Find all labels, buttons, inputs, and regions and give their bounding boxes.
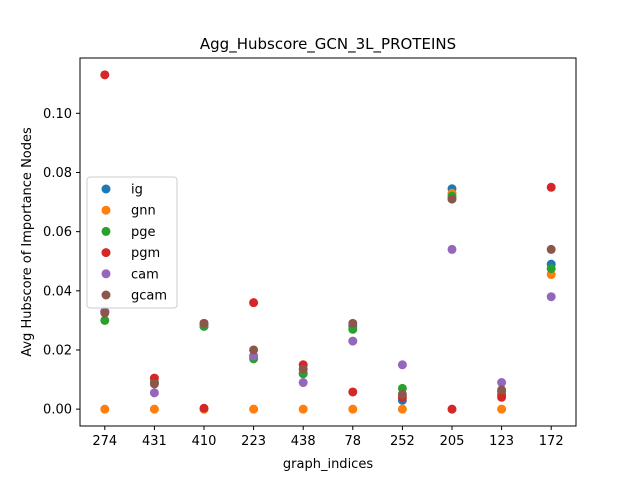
y-tick-label: 0.06 [43,225,72,240]
plot-area [100,70,556,414]
data-point-gcam [298,364,308,374]
data-point-gcam [447,194,457,204]
x-axis-title: graph_indices [283,457,373,472]
y-tick-label: 0.08 [43,166,72,181]
legend-label-cam: cam [131,267,159,282]
legend-marker-pge [101,226,111,236]
data-point-cam [149,388,159,398]
y-tick-label: 0.04 [43,284,72,299]
data-point-gcam [199,318,209,328]
data-point-gnn [298,404,308,414]
legend-label-pge: pge [131,225,156,240]
data-point-gnn [249,404,259,414]
x-tick-label: 252 [390,434,415,449]
x-tick-label: 205 [440,434,465,449]
x-tick-label: 438 [291,434,316,449]
y-axis-title: Avg Hubscore of Importance Nodes [20,127,35,357]
data-point-gnn [348,404,358,414]
legend: ig gnn pge pgm cam gcam [86,176,178,309]
legend-marker-gnn [101,205,111,215]
data-point-pgm [497,392,507,402]
data-point-gnn [397,404,407,414]
data-point-pgm [348,387,358,397]
data-point-gcam [249,345,259,355]
data-point-pgm [199,403,209,413]
x-tick-label: 431 [142,434,167,449]
x-tick-label: 223 [241,434,266,449]
data-point-gnn [100,404,110,414]
data-point-cam [497,378,507,388]
data-point-pge [100,315,110,325]
legend-marker-gcam [101,290,111,300]
data-point-gcam [397,389,407,399]
x-tick-label: 78 [345,434,362,449]
legend-marker-ig [101,184,111,194]
axes-frame [79,57,577,427]
x-tick-label: 410 [192,434,217,449]
chart-title: Agg_Hubscore_GCN_3L_PROTEINS [200,35,456,54]
x-tick-label: 172 [539,434,564,449]
legend-label-gcam: gcam [131,289,167,304]
data-point-cam [447,244,457,254]
data-point-pge [546,264,556,274]
data-point-cam [546,292,556,302]
data-point-gcam [348,318,358,328]
y-tick-label: 0.02 [43,343,72,358]
x-tick-label: 274 [92,434,117,449]
y-tick-label: 0.00 [43,403,72,418]
data-point-pgm [249,298,259,308]
legend-label-pgm: pgm [131,246,160,261]
data-point-gcam [100,308,110,318]
y-tick-label: 0.10 [43,107,72,122]
data-point-gnn [149,404,159,414]
legend-marker-cam [101,269,111,279]
data-point-gcam [546,244,556,254]
data-point-gcam [149,379,159,389]
data-point-pgm [447,404,457,414]
data-point-pgm [100,70,110,80]
data-point-pgm [546,182,556,192]
data-point-cam [348,336,358,346]
legend-marker-pgm [101,248,111,258]
x-tick-label: 123 [489,434,514,449]
data-point-gnn [497,404,507,414]
data-point-cam [397,360,407,370]
data-point-cam [298,378,308,388]
legend-label-gnn: gnn [131,204,156,219]
data-point-gcam [497,385,507,395]
legend-label-ig: ig [131,183,143,198]
